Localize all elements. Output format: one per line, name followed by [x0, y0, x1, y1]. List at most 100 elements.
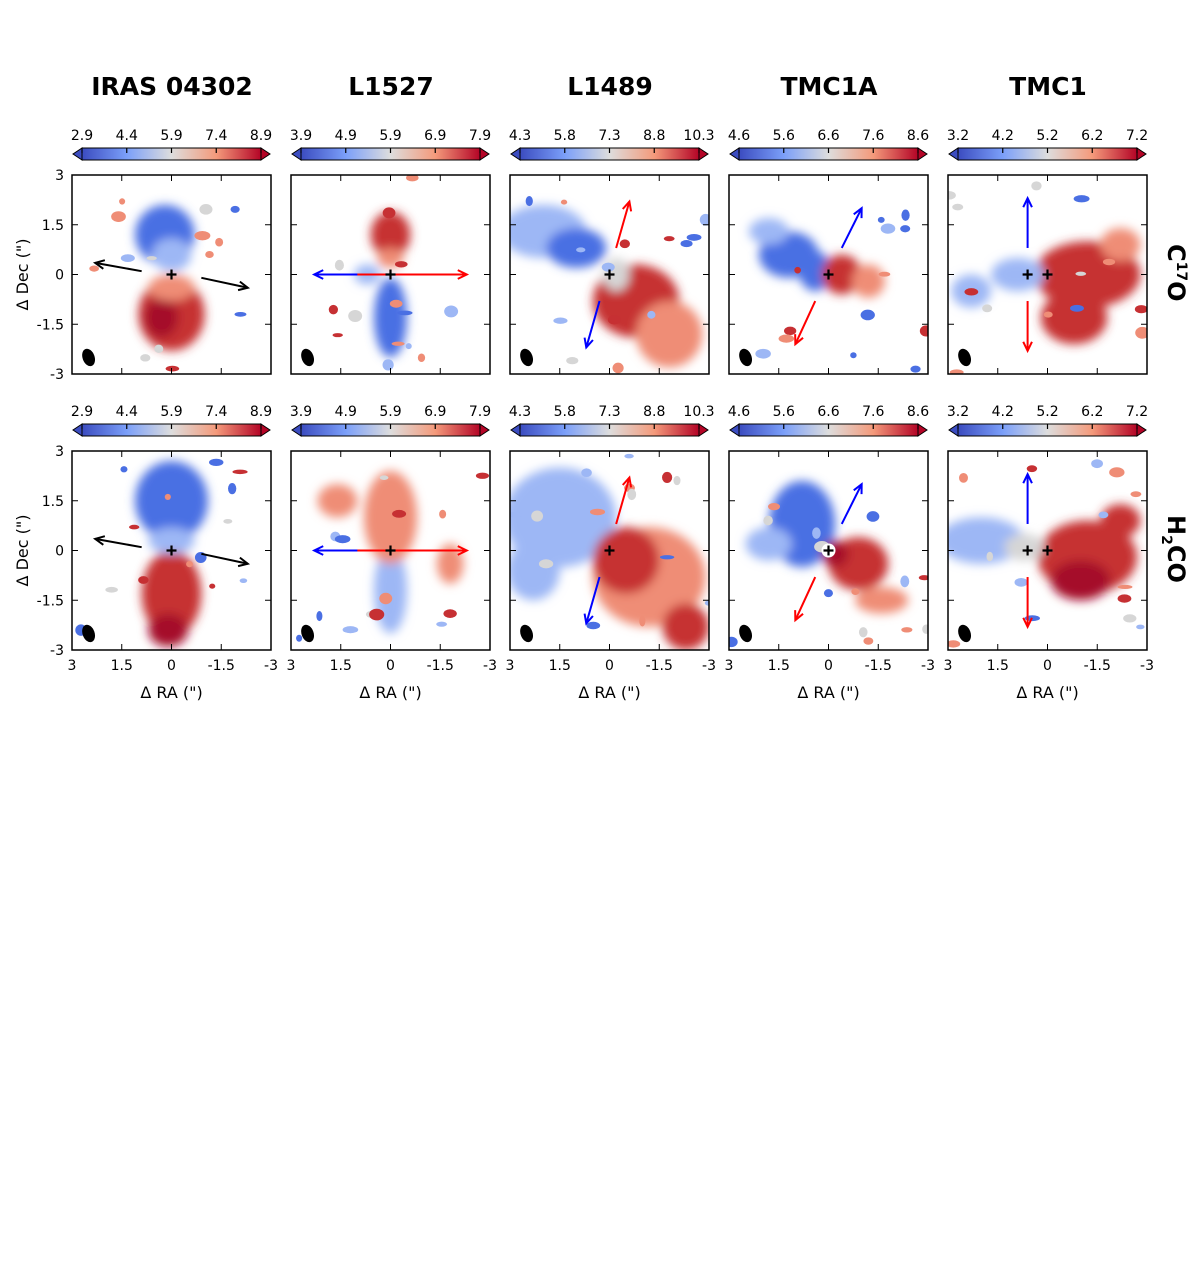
- source-marker: [166, 545, 177, 556]
- colorbar-tick-label: 8.9: [250, 128, 272, 144]
- colorbar-tick-label: 4.6: [728, 404, 750, 420]
- noise-speckle: [209, 458, 224, 467]
- velocity-map-l1489-h2co: [510, 453, 709, 650]
- colorbar-tick-label: 5.9: [160, 404, 182, 420]
- beam-ellipse: [301, 624, 315, 643]
- noise-speckle: [138, 576, 149, 584]
- colorbar-tick-label: 6.2: [1081, 128, 1103, 144]
- noise-speckle: [105, 586, 118, 593]
- colorbar-tick-label: 5.8: [554, 128, 576, 144]
- noise-speckle: [1098, 511, 1109, 519]
- x-tick-label: -1.5: [427, 658, 454, 674]
- colorbar-tmc1a-c17o: 4.6 5.6 6.6 7.6 8.6: [728, 128, 929, 161]
- x-axis-label: Δ RA ("): [1016, 683, 1078, 702]
- outflow-arrowhead: [237, 280, 251, 292]
- noise-speckle: [607, 315, 621, 325]
- noise-speckle: [111, 211, 126, 222]
- y-axis-label: Δ Dec ("): [13, 515, 32, 587]
- colorbar-tick-label: 4.2: [992, 404, 1014, 420]
- outflow-arrowhead: [311, 545, 324, 556]
- emission-blob: [1100, 504, 1141, 538]
- colorbar-l1527-h2co: 3.9 4.9 5.9 6.9 7.9: [290, 404, 491, 437]
- outflow-arrowhead: [1022, 195, 1033, 208]
- colorbar-tick-label: 7.9: [469, 404, 491, 420]
- noise-speckle: [948, 640, 961, 648]
- y-tick-label: 1.5: [42, 218, 64, 234]
- colorbar-tick-label: 5.2: [1036, 128, 1058, 144]
- outflow-arrowhead: [583, 613, 594, 626]
- noise-speckle: [164, 493, 171, 500]
- colorbar-tick-label: 4.9: [335, 128, 357, 144]
- noise-speckle: [959, 472, 968, 483]
- noise-speckle: [1117, 584, 1133, 590]
- velocity-map-iras04302-c17o: [82, 198, 247, 372]
- noise-speckle: [601, 262, 615, 272]
- noise-speckle: [1075, 271, 1087, 276]
- x-tick-label: 3: [506, 658, 515, 674]
- noise-speckle: [919, 325, 928, 337]
- colorbar-under-triangle: [291, 147, 302, 161]
- colorbar-tick-label: 4.4: [116, 128, 138, 144]
- noise-speckle: [560, 199, 568, 205]
- x-tick-label: 3: [725, 658, 734, 674]
- emission-blob: [636, 301, 703, 368]
- noise-speckle: [1117, 594, 1132, 603]
- noise-speckle: [154, 344, 164, 353]
- colorbar-tick-label: 7.4: [205, 404, 227, 420]
- noise-speckle: [369, 608, 385, 621]
- noise-speckle: [612, 362, 624, 374]
- outflow-arrowhead: [621, 475, 633, 488]
- noise-speckle: [531, 510, 544, 522]
- source-marker: [1042, 545, 1053, 556]
- colorbar-l1527-c17o: 3.9 4.9 5.9 6.9 7.9: [290, 128, 491, 161]
- x-axis-label: Δ RA ("): [140, 683, 202, 702]
- noise-speckle: [619, 239, 630, 249]
- colorbar-under-triangle: [510, 423, 521, 437]
- source-marker: [604, 269, 615, 280]
- noise-speckle: [729, 636, 738, 648]
- colorbar-tick-label: 8.6: [907, 128, 929, 144]
- outflow-arrowhead: [853, 482, 863, 495]
- source-marker: [385, 545, 396, 556]
- noise-speckle: [129, 524, 140, 530]
- noise-speckle: [900, 575, 910, 588]
- noise-speckle: [239, 578, 248, 584]
- colorbar-tick-label: 7.2: [1126, 128, 1148, 144]
- emission-blob: [151, 238, 192, 272]
- noise-speckle: [812, 527, 821, 539]
- colorbar-tick-label: 8.9: [250, 404, 272, 420]
- colorbar-tick-label: 7.9: [469, 128, 491, 144]
- colorbar-tick-label: 2.9: [71, 128, 93, 144]
- noise-speckle: [763, 515, 773, 526]
- emission-blob: [436, 543, 464, 584]
- colorbar-iras04302-h2co: 2.9 4.4 5.9 7.4 8.9: [71, 404, 272, 437]
- y-tick-label: 0: [55, 544, 64, 560]
- noise-speckle: [389, 299, 403, 308]
- noise-speckle: [417, 353, 426, 363]
- source-marker: [385, 269, 396, 280]
- colorbar-tick-label: 7.3: [598, 404, 620, 420]
- emission-tmc1-c17o: [951, 228, 1141, 345]
- noise-speckle: [146, 256, 157, 261]
- y-tick-label: 3: [55, 168, 64, 184]
- emission-blob: [510, 540, 560, 601]
- noise-speckle: [986, 551, 994, 562]
- outflow-arrowhead: [237, 556, 251, 568]
- outflow-arrowhead: [457, 269, 470, 280]
- outflow-arrow: [840, 207, 863, 249]
- emission-l1489-c17o: [510, 204, 703, 368]
- outflow-arrow: [794, 576, 817, 621]
- velocity-map-l1527-c17o: [301, 175, 459, 371]
- noise-speckle: [379, 592, 393, 605]
- colorbar-tick-label: 10.3: [683, 404, 714, 420]
- colorbar-tick-label: 3.9: [290, 404, 312, 420]
- noise-speckle: [863, 637, 874, 645]
- noise-speckle: [784, 326, 797, 336]
- x-axis-label: Δ RA ("): [578, 683, 640, 702]
- outflow-arrowhead: [1022, 471, 1033, 484]
- colorbar-under-triangle: [948, 147, 959, 161]
- emission-blob: [546, 228, 607, 268]
- noise-speckle: [948, 190, 956, 200]
- emission-blob: [991, 257, 1045, 292]
- x-tick-label: -3: [264, 658, 278, 674]
